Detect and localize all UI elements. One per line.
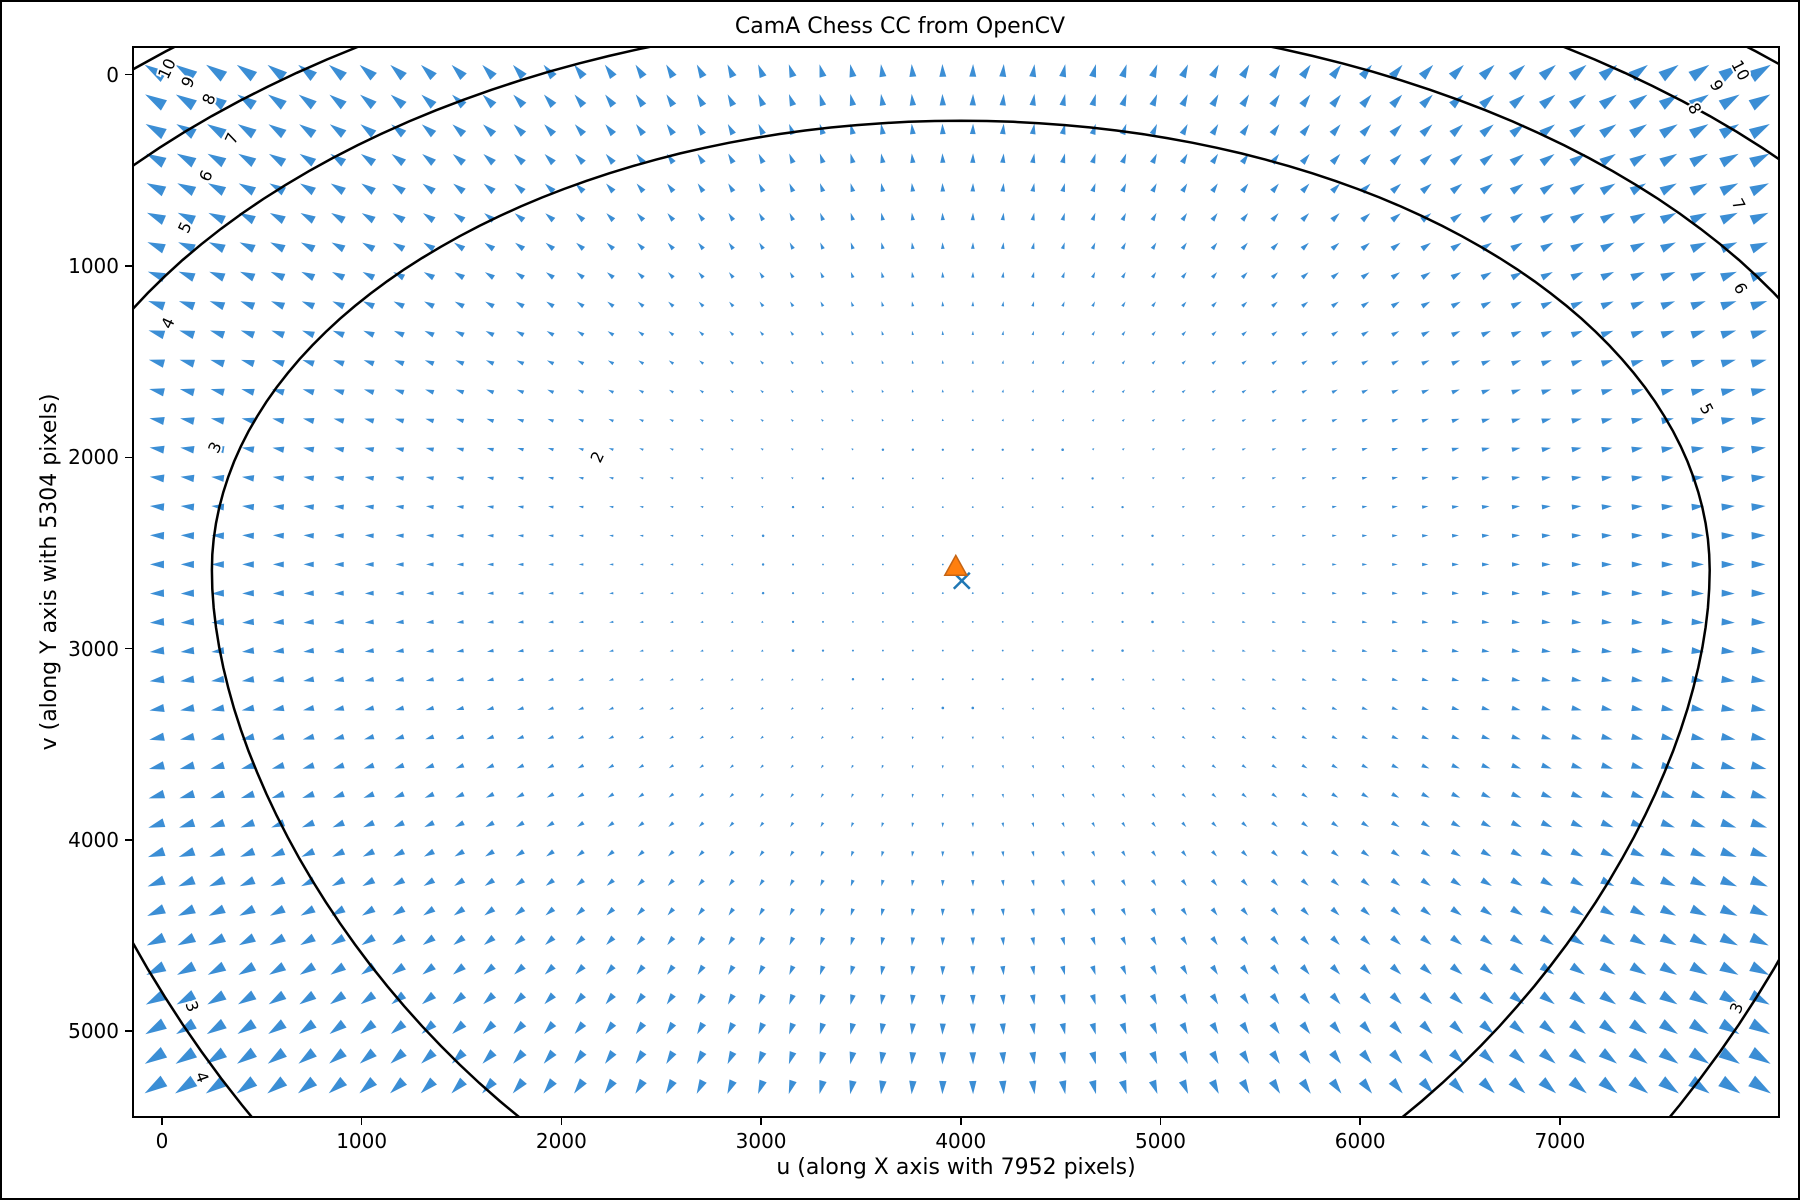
contour-label: 6 — [195, 167, 217, 184]
xtick-mark — [1559, 1118, 1561, 1125]
contour-line — [134, 48, 1780, 1118]
contour-label: 4 — [191, 1069, 212, 1085]
ytick-label: 1000 — [68, 254, 119, 278]
xtick-mark — [960, 1118, 962, 1125]
contour-label: 7 — [1728, 195, 1750, 213]
xtick-label: 5000 — [1135, 1129, 1186, 1153]
principal-point-marker — [945, 555, 967, 575]
ytick-mark — [125, 457, 132, 459]
ytick-label: 2000 — [68, 445, 119, 469]
xtick-mark — [561, 1118, 563, 1125]
contour-line — [134, 48, 1780, 1118]
ytick-label: 5000 — [68, 1019, 119, 1043]
contour-label: 9 — [1706, 77, 1728, 95]
y-axis-label: v (along Y axis with 5304 pixels) — [37, 372, 62, 772]
xtick-label: 6000 — [1335, 1129, 1386, 1153]
figure: CamA Chess CC from OpenCV 23334455667788… — [0, 0, 1800, 1200]
xtick-mark — [760, 1118, 762, 1125]
svg-layer: 23334455667788991010 — [134, 48, 1780, 1118]
xtick-mark — [361, 1118, 363, 1125]
contour-label: 5 — [1696, 400, 1718, 418]
xtick-label: 3000 — [736, 1129, 787, 1153]
chart-title: CamA Chess CC from OpenCV — [2, 14, 1798, 39]
contour-line — [134, 48, 1780, 1118]
ytick-mark — [125, 74, 132, 76]
xtick-label: 4000 — [935, 1129, 986, 1153]
contour-line — [134, 48, 1780, 1118]
quiver-layer — [145, 64, 1771, 1094]
xtick-mark — [1359, 1118, 1361, 1125]
contour-label: 4 — [157, 314, 179, 331]
ytick-mark — [125, 648, 132, 650]
x-axis-label: u (along X axis with 7952 pixels) — [132, 1155, 1780, 1180]
contour-label: 8 — [198, 91, 220, 108]
contour-layer — [134, 48, 1780, 1118]
contour-line — [134, 48, 1780, 1118]
plot-area: 23334455667788991010 — [132, 46, 1780, 1118]
contour-label: 2 — [587, 448, 609, 465]
xtick-mark — [161, 1118, 163, 1125]
xtick-label: 1000 — [336, 1129, 387, 1153]
ytick-label: 0 — [106, 63, 119, 87]
xtick-label: 7000 — [1534, 1129, 1585, 1153]
xtick-mark — [1160, 1118, 1162, 1125]
contour-line — [134, 48, 1780, 1118]
ytick-label: 4000 — [68, 828, 119, 852]
contour-label: 6 — [1730, 279, 1752, 297]
ytick-mark — [125, 1030, 132, 1032]
ytick-label: 3000 — [68, 637, 119, 661]
contour-line — [134, 48, 1780, 1118]
contour-label: 10 — [1727, 57, 1753, 84]
contour-label: 7 — [221, 130, 243, 147]
ytick-mark — [125, 839, 132, 841]
ytick-mark — [125, 265, 132, 267]
contour-line — [134, 48, 1780, 1118]
xtick-label: 0 — [156, 1129, 169, 1153]
xtick-label: 2000 — [536, 1129, 587, 1153]
contour-label: 3 — [204, 439, 226, 456]
